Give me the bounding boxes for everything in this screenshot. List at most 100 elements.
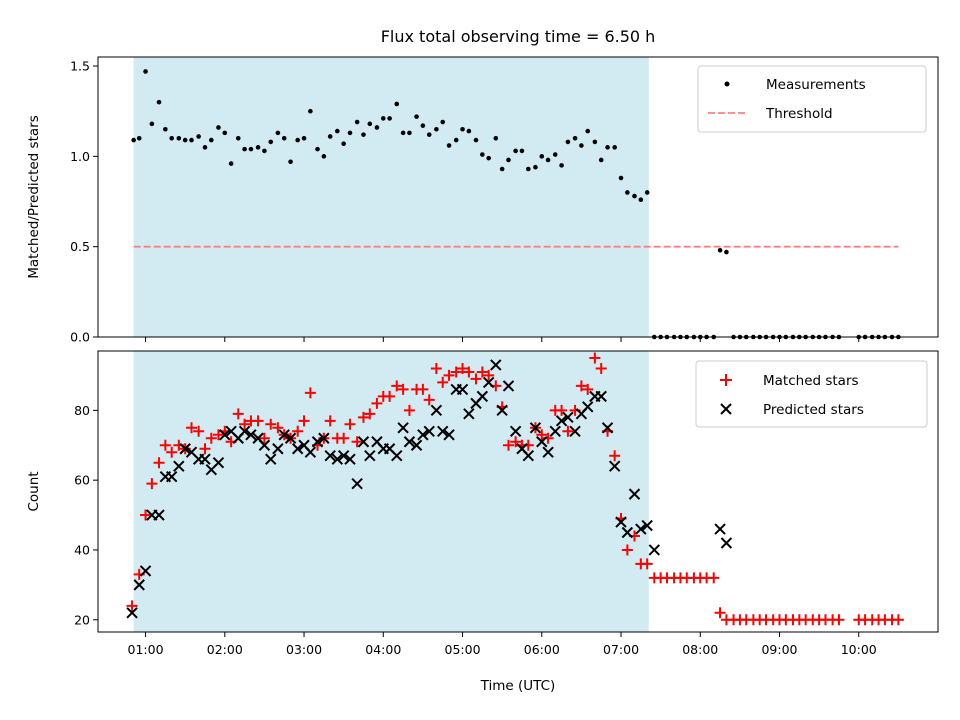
measurements-point <box>262 148 267 154</box>
measurements-point <box>209 137 214 143</box>
measurements-point <box>248 146 254 152</box>
predicted-stars-point <box>582 401 594 413</box>
measurements-point <box>426 132 432 137</box>
predicted-stars-point <box>403 436 416 448</box>
measurements-point <box>315 146 320 152</box>
predicted-stars-point <box>562 411 574 424</box>
measurements-point <box>513 148 518 154</box>
matched-stars-point <box>239 418 251 430</box>
matched-stars-point <box>621 544 633 556</box>
predicted-stars-point <box>542 446 554 458</box>
predicted-stars-point <box>324 450 336 462</box>
x-tick-label: 06:00 <box>524 642 560 657</box>
predicted-stars-point <box>641 519 653 532</box>
measurements-point <box>552 152 558 157</box>
predicted-stars-point <box>397 422 409 434</box>
legend-label-predicted-stars: Predicted stars <box>763 402 864 418</box>
matched-stars-point <box>575 380 587 392</box>
y-ticks-counts: 20 40 60 80 <box>74 403 98 627</box>
y-tick-label: 0.5 <box>70 239 90 254</box>
y-ticks-ratio: 0.0 0.5 1.0 1.5 <box>70 59 98 345</box>
legend-marker-matched-stars <box>720 374 732 386</box>
y-axis-label-ratio: Matched/Predicted stars <box>26 115 42 278</box>
measurements-point <box>407 130 412 136</box>
matched-stars-point <box>437 376 449 388</box>
predicted-stars-point <box>219 429 231 441</box>
predicted-stars-point <box>648 544 661 556</box>
matched-stars-point <box>556 404 568 416</box>
predicted-stars-point <box>601 422 614 434</box>
matched-stars-point <box>483 369 495 381</box>
measurements-point <box>585 128 591 134</box>
matched-stars-point <box>324 415 336 427</box>
matched-stars-point <box>892 614 904 626</box>
measurements-point <box>308 108 313 114</box>
predicted-stars-point <box>463 408 475 420</box>
measurements-point <box>533 164 538 170</box>
observing-time-shading <box>133 351 649 632</box>
measurements-point <box>354 119 360 125</box>
matched-stars-point <box>384 390 396 402</box>
predicted-stars-point <box>179 443 191 455</box>
predicted-stars-point <box>265 453 277 465</box>
matched-stars-point <box>351 436 363 448</box>
measurements-point <box>136 135 142 141</box>
measurements-point <box>222 130 228 136</box>
measurements-point <box>169 135 174 141</box>
matched-stars-point <box>304 387 316 399</box>
measurements-point <box>156 99 162 105</box>
matched-stars-point <box>258 432 270 444</box>
measurements-point <box>434 126 439 132</box>
plot-frame-ratio <box>97 56 939 338</box>
y-tick-label: 20 <box>74 612 90 627</box>
x-tick-label: 01:00 <box>128 642 164 657</box>
predicted-stars-point <box>278 429 290 441</box>
chart-title: Flux total observing time = 6.50 h <box>381 27 656 46</box>
predicted-stars-point <box>344 453 356 465</box>
matched-stars-point <box>430 362 442 374</box>
measurements-point <box>327 134 333 139</box>
matched-stars-point <box>140 509 152 521</box>
matched-stars-point <box>146 478 158 490</box>
measurements-point <box>255 145 261 150</box>
predicted-stars-point <box>304 446 317 458</box>
matched-stars-point <box>457 362 469 374</box>
measurements-point <box>506 157 511 163</box>
matched-stars-point <box>338 432 350 444</box>
measurements-point <box>605 145 610 150</box>
measurements-point <box>539 154 545 159</box>
measurements-point <box>559 163 564 168</box>
x-tick-label: 02:00 <box>207 642 243 657</box>
measurements-point <box>288 159 293 165</box>
measurements-point <box>281 135 287 141</box>
x-tick-label: 05:00 <box>445 642 481 657</box>
y-tick-label: 1.0 <box>70 149 90 164</box>
x-tick-label: 10:00 <box>841 642 877 657</box>
predicted-stars-point <box>311 436 324 448</box>
predicted-stars-point <box>496 404 508 417</box>
measurements-point <box>176 135 182 141</box>
measurements-point <box>301 135 307 141</box>
measurements-point <box>420 123 426 128</box>
measurements-point <box>143 69 148 74</box>
matched-stars-point <box>423 394 435 406</box>
measurements-point <box>638 197 644 203</box>
matched-stars-point <box>833 614 845 626</box>
legend-box <box>695 360 928 428</box>
matched-stars-point <box>205 432 217 444</box>
x-ticks-ratio <box>145 337 860 342</box>
predicted-stars-point <box>153 509 165 521</box>
measurements-point <box>295 137 300 143</box>
measurements-point <box>632 193 637 199</box>
x-ticks-counts: 01:00 02:00 03:00 04:00 05:00 06:00 07:00 08:00… <box>128 632 877 657</box>
matched-stars-point <box>397 383 409 395</box>
x-tick-label: 08:00 <box>682 642 718 657</box>
measurements-point <box>387 116 392 121</box>
legend-counts: Matched stars Predicted stars <box>695 360 928 428</box>
measurements-point <box>486 155 491 161</box>
plot-frame-counts <box>97 350 939 633</box>
matched-stars-point <box>476 366 488 378</box>
matched-stars-point <box>463 366 475 378</box>
matched-stars-point <box>582 383 594 395</box>
